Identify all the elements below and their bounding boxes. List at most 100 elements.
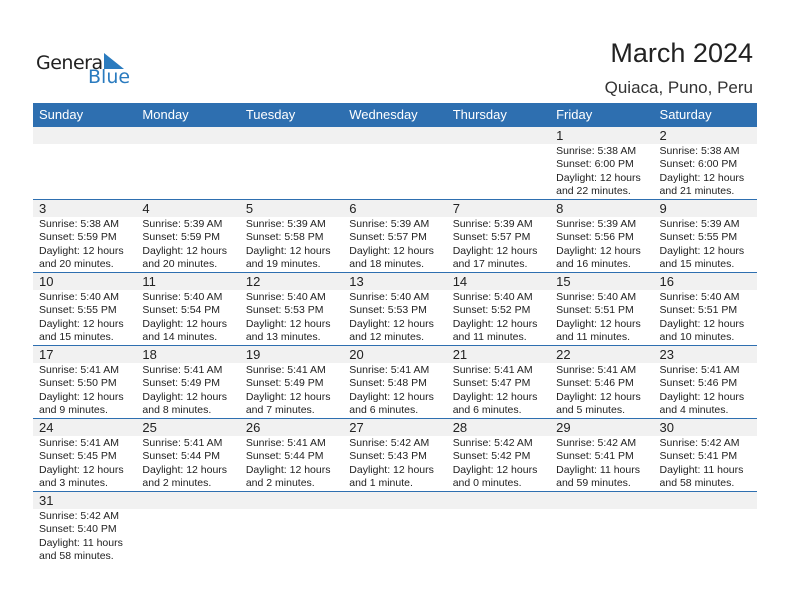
- daylight-text: Daylight: 11 hours: [659, 463, 744, 476]
- daylight-text: Daylight: 12 hours: [556, 171, 641, 184]
- minutes-text: and 0 minutes.: [452, 477, 522, 490]
- sunrise-text: Sunrise: 5:39 AM: [349, 218, 430, 230]
- day-cell: 30 Sunrise: 5:42 AM Sunset: 5:41 PM Dayligh…: [654, 419, 757, 491]
- day-number: 3: [39, 201, 47, 216]
- daylight-text: Daylight: 12 hours: [349, 244, 434, 257]
- daylight-text: Daylight: 12 hours: [245, 244, 331, 257]
- sunrise-text: Sunrise: 5:39 AM: [245, 218, 326, 230]
- weekday-monday: Monday: [142, 107, 189, 122]
- day-cell: 25 Sunrise: 5:41 AM Sunset: 5:44 PM Dayligh…: [136, 419, 239, 491]
- minutes-text: and 19 minutes.: [245, 258, 321, 271]
- week-row: 10 Sunrise: 5:40 AM Sunset: 5:55 PM Dayligh…: [33, 272, 757, 345]
- sunrise-text: Sunrise: 5:40 AM: [39, 291, 119, 303]
- empty-cell: [550, 492, 653, 564]
- weekday-wednesday: Wednesday: [349, 107, 418, 122]
- sunset-text: Sunset: 5:58 PM: [245, 231, 324, 244]
- sunrise-text: Sunrise: 5:39 AM: [556, 218, 637, 230]
- day-number: 10: [39, 274, 54, 289]
- minutes-text: and 59 minutes.: [556, 477, 631, 490]
- sunset-text: Sunset: 5:59 PM: [142, 231, 221, 244]
- day-number: 11: [142, 274, 156, 289]
- sunset-text: Sunset: 5:56 PM: [556, 231, 634, 244]
- sunset-text: Sunset: 5:48 PM: [349, 377, 427, 390]
- minutes-text: and 10 minutes.: [659, 331, 735, 344]
- day-number: 23: [659, 347, 674, 362]
- minutes-text: and 18 minutes.: [349, 258, 424, 271]
- day-number: 24: [39, 420, 54, 435]
- week-row: 3 Sunrise: 5:38 AM Sunset: 5:59 PM Daylight…: [33, 199, 757, 272]
- daylight-text: Daylight: 12 hours: [39, 317, 124, 330]
- sunrise-text: Sunrise: 5:40 AM: [245, 291, 326, 303]
- day-number: 6: [349, 201, 357, 216]
- location: Quiaca, Puno, Peru: [604, 78, 753, 97]
- day-number: 31: [39, 493, 54, 508]
- empty-cell: [654, 492, 757, 564]
- empty-cell: [240, 127, 343, 199]
- logo: General Blue: [36, 52, 130, 88]
- sunset-text: Sunset: 5:51 PM: [556, 304, 634, 317]
- sunrise-text: Sunrise: 5:41 AM: [39, 364, 119, 376]
- day-cell: 24 Sunrise: 5:41 AM Sunset: 5:45 PM Dayligh…: [33, 419, 136, 491]
- day-number-band: [33, 200, 757, 217]
- day-number: 9: [659, 201, 667, 216]
- sunset-text: Sunset: 5:42 PM: [452, 450, 531, 463]
- empty-cell: [136, 492, 239, 564]
- daylight-text: Daylight: 12 hours: [142, 317, 228, 330]
- sunrise-text: Sunrise: 5:42 AM: [659, 437, 740, 449]
- minutes-text: and 12 minutes.: [349, 331, 424, 344]
- day-cell: 2 Sunrise: 5:38 AM Sunset: 6:00 PM Daylight…: [654, 127, 757, 199]
- day-number: 18: [142, 347, 157, 362]
- sunrise-text: Sunrise: 5:38 AM: [556, 145, 637, 157]
- sunrise-text: Sunrise: 5:41 AM: [659, 364, 740, 376]
- day-number: 8: [556, 201, 564, 216]
- day-cell: 11 Sunrise: 5:40 AM Sunset: 5:54 PM Dayligh…: [136, 273, 239, 345]
- weekday-sunday: Sunday: [39, 107, 84, 122]
- sunset-text: Sunset: 5:40 PM: [39, 523, 117, 536]
- empty-cell: [447, 127, 550, 199]
- sunrise-text: Sunrise: 5:41 AM: [349, 364, 430, 376]
- sunset-text: Sunset: 5:57 PM: [349, 231, 427, 244]
- minutes-text: and 21 minutes.: [659, 185, 735, 198]
- minutes-text: and 22 minutes.: [556, 185, 631, 198]
- daylight-text: Daylight: 11 hours: [556, 463, 640, 476]
- day-number: 5: [245, 201, 254, 216]
- day-number: 15: [556, 274, 571, 289]
- day-cell: 5 Sunrise: 5:39 AM Sunset: 5:58 PM Daylight…: [240, 200, 343, 272]
- minutes-text: and 58 minutes.: [39, 550, 114, 563]
- daylight-text: Daylight: 12 hours: [452, 317, 538, 330]
- sunset-text: Sunset: 5:44 PM: [142, 450, 221, 463]
- day-number: 22: [556, 347, 571, 362]
- minutes-text: and 9 minutes.: [39, 404, 108, 417]
- sunrise-text: Sunrise: 5:41 AM: [245, 364, 326, 376]
- sunset-text: Sunset: 6:00 PM: [659, 158, 738, 171]
- day-number: 29: [556, 420, 571, 435]
- daylight-text: Daylight: 12 hours: [245, 317, 331, 330]
- week-row: 31 Sunrise: 5:42 AM Sunset: 5:40 PM Dayligh…: [33, 491, 757, 564]
- sunset-text: Sunset: 5:55 PM: [39, 304, 117, 317]
- sunrise-text: Sunrise: 5:39 AM: [142, 218, 223, 230]
- sunrise-text: Sunrise: 5:41 AM: [556, 364, 637, 376]
- daylight-text: Daylight: 12 hours: [659, 390, 745, 403]
- daylight-text: Daylight: 12 hours: [349, 463, 434, 476]
- minutes-text: and 13 minutes.: [245, 331, 321, 344]
- day-number: 25: [142, 420, 157, 435]
- daylight-text: Daylight: 12 hours: [39, 463, 124, 476]
- sunrise-text: Sunrise: 5:41 AM: [142, 437, 223, 449]
- day-cell: 13 Sunrise: 5:40 AM Sunset: 5:53 PM Dayligh…: [343, 273, 446, 345]
- day-cell: 12 Sunrise: 5:40 AM Sunset: 5:53 PM Dayligh…: [240, 273, 343, 345]
- sunrise-text: Sunrise: 5:42 AM: [349, 437, 430, 449]
- day-cell: 1 Sunrise: 5:38 AM Sunset: 6:00 PM Daylight…: [550, 127, 653, 199]
- daylight-text: Daylight: 12 hours: [452, 463, 538, 476]
- day-cell: 19 Sunrise: 5:41 AM Sunset: 5:49 PM Dayligh…: [240, 346, 343, 418]
- day-number: 16: [659, 274, 674, 289]
- day-cell: 7 Sunrise: 5:39 AM Sunset: 5:57 PM Daylight…: [447, 200, 550, 272]
- minutes-text: and 11 minutes.: [452, 331, 527, 344]
- calendar-grid: Sunday Monday Tuesday Wednesday Thursday Frid…: [33, 103, 757, 564]
- daylight-text: Daylight: 12 hours: [349, 317, 434, 330]
- day-cell: 16 Sunrise: 5:40 AM Sunset: 5:51 PM Dayligh…: [654, 273, 757, 345]
- daylight-text: Daylight: 12 hours: [659, 244, 745, 257]
- minutes-text: and 20 minutes.: [142, 258, 218, 271]
- empty-cell: [240, 492, 343, 564]
- day-cell: 22 Sunrise: 5:41 AM Sunset: 5:46 PM Dayligh…: [550, 346, 653, 418]
